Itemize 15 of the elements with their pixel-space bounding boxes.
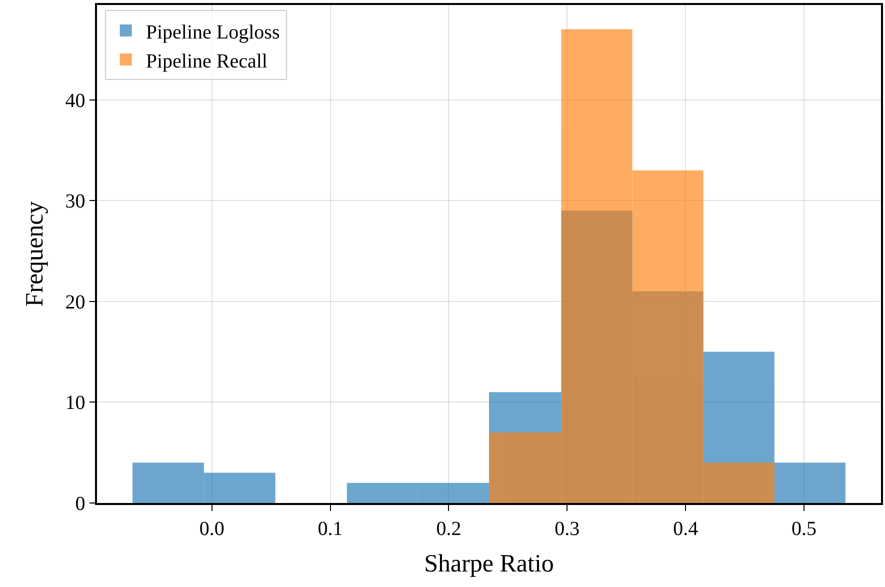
y-tick-label: 40 bbox=[65, 90, 86, 112]
x-tick-label: 0.4 bbox=[673, 518, 698, 540]
y-axis-title: Frequency bbox=[22, 200, 48, 307]
x-tick-label: 0.5 bbox=[792, 518, 817, 540]
y-tick-label: 0 bbox=[75, 493, 86, 515]
x-axis-title: Sharpe Ratio bbox=[424, 550, 554, 578]
x-tick-label: 0.2 bbox=[436, 518, 462, 540]
x-tick-label: 0.1 bbox=[318, 518, 343, 540]
y-tick-label: 30 bbox=[65, 190, 86, 213]
x-tick-label: 0.0 bbox=[199, 518, 224, 540]
y-tick-label: 20 bbox=[65, 291, 86, 314]
y-tick-label: 10 bbox=[65, 392, 86, 414]
legend-label: Pipeline Logloss bbox=[146, 21, 280, 44]
legend-label: Pipeline Recall bbox=[146, 50, 268, 72]
x-tick-label: 0.3 bbox=[554, 518, 580, 540]
